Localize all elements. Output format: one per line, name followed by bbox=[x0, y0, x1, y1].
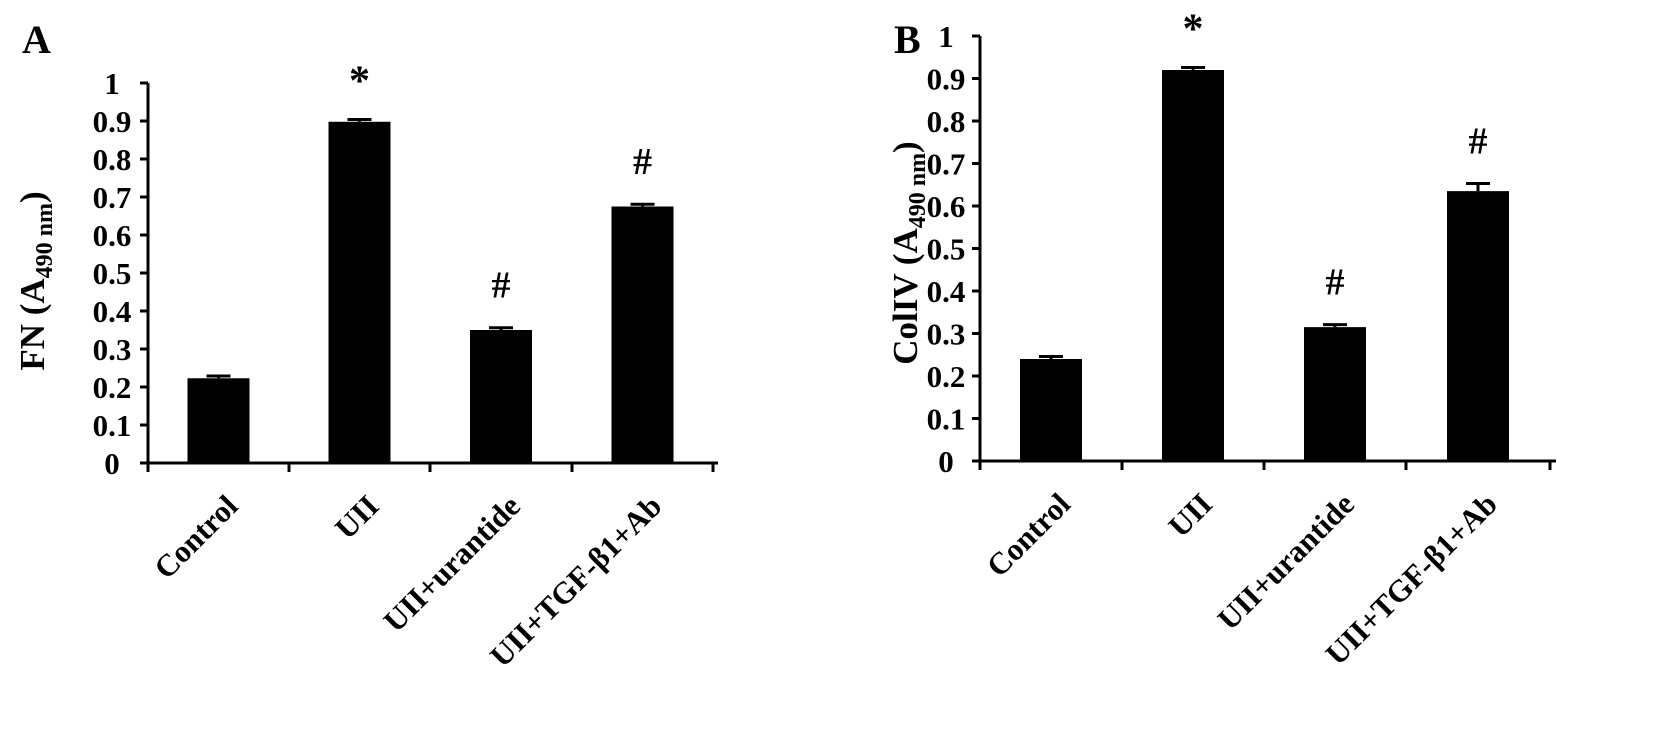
bar bbox=[1304, 327, 1366, 461]
bar bbox=[187, 378, 250, 463]
y-tick-label: 0.5 bbox=[93, 256, 132, 291]
significance-star: * bbox=[1183, 6, 1204, 52]
bar bbox=[611, 206, 674, 463]
y-tick-label: 1 bbox=[938, 19, 954, 54]
x-tick-label: UII+urantide bbox=[376, 488, 527, 639]
y-tick-label: 0 bbox=[938, 444, 954, 479]
panel-a: A FN (A490 nm) 00.10.20.30.40.50.60.70.8… bbox=[13, 17, 718, 674]
bar bbox=[1162, 70, 1224, 461]
significance-star: * bbox=[349, 58, 370, 104]
y-tick-label: 0.2 bbox=[93, 370, 132, 405]
y-tick-label: 0.9 bbox=[927, 62, 966, 97]
y-tick-label: 0.4 bbox=[93, 294, 132, 329]
y-axis-label: FN (A490 nm) bbox=[13, 191, 58, 370]
y-tick-label: 0.8 bbox=[93, 142, 132, 177]
y-tick-label: 0.6 bbox=[927, 189, 966, 224]
x-tick-label: Control bbox=[980, 486, 1078, 584]
y-axis-label: ColIV (A490 nm) bbox=[886, 141, 931, 364]
bar bbox=[328, 121, 391, 463]
y-tick-label: 0.4 bbox=[927, 274, 966, 309]
y-tick-label: 0.6 bbox=[93, 218, 132, 253]
bar bbox=[470, 330, 532, 463]
x-tick-label: UII bbox=[1161, 486, 1219, 544]
panel-b: B ColIV (A490 nm) 0 0.1 0.2 0.3 0.4 0.5 0.6 0.7… bbox=[886, 6, 1556, 672]
bar bbox=[1020, 359, 1082, 461]
y-tick-label: 0.1 bbox=[93, 408, 132, 443]
y-tick-label: 0.5 bbox=[927, 232, 966, 267]
y-tick-label: 0.3 bbox=[93, 332, 132, 367]
y-tick-label: 0.2 bbox=[927, 359, 966, 394]
y-tick-label: 0.1 bbox=[927, 402, 966, 437]
x-tick-label: UII+urantide bbox=[1210, 486, 1361, 637]
y-tick-label: 0.7 bbox=[93, 180, 132, 215]
y-tick-label: 0.3 bbox=[927, 317, 966, 352]
bar bbox=[1447, 191, 1509, 461]
panel-label: B bbox=[894, 17, 921, 62]
y-tick-label: 0.8 bbox=[927, 104, 966, 139]
panel-label: A bbox=[22, 17, 51, 62]
x-tick-label: UII bbox=[328, 488, 386, 546]
y-tick-label: 1 bbox=[104, 66, 120, 101]
significance-hash: # bbox=[1326, 262, 1345, 304]
significance-hash: # bbox=[492, 265, 511, 307]
significance-hash: # bbox=[633, 141, 652, 183]
x-tick-label: Control bbox=[147, 488, 245, 586]
y-tick-label: 0.7 bbox=[927, 147, 966, 182]
y-tick-label: 0.9 bbox=[93, 104, 132, 139]
y-tick-label: 0 bbox=[104, 446, 120, 481]
significance-hash: # bbox=[1469, 120, 1488, 162]
